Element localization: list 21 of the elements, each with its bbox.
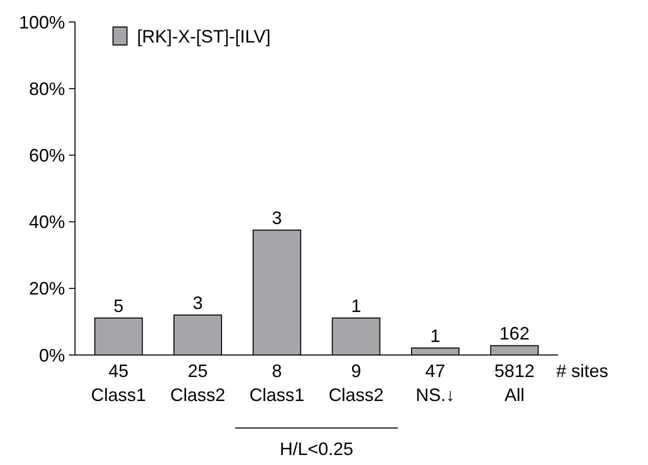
y-tick-label: 0% [38,345,65,366]
text: # sites [556,361,608,381]
y-tick-label: 60% [28,146,65,166]
x-tick-label: 25 Class2 [170,361,226,405]
legend-label: [RK]-X-[ST]-[ILV] [137,26,271,46]
annotation: 3 [192,293,203,314]
x-tick-label: 5812 All [494,361,534,405]
annotation: 1 [430,326,440,346]
y-tick-label: 40% [28,212,65,232]
annotation: 162 [499,324,530,344]
text: H/L<0.25 [280,439,354,459]
y-tick-label: 20% [28,278,65,299]
annotation: 1 [351,296,362,316]
annotation: 3 [272,208,282,228]
x-tick-label: 9 Class2 [328,361,384,405]
x-tick-label: 8 Class1 [249,361,304,405]
x-tick-label: 45 Class1 [91,361,146,405]
x-tick-label: 47 NS.↓ [416,361,455,405]
annotation: 5 [114,296,124,316]
y-tick-label: 100% [18,12,65,32]
y-tick-label: 80% [28,78,65,99]
